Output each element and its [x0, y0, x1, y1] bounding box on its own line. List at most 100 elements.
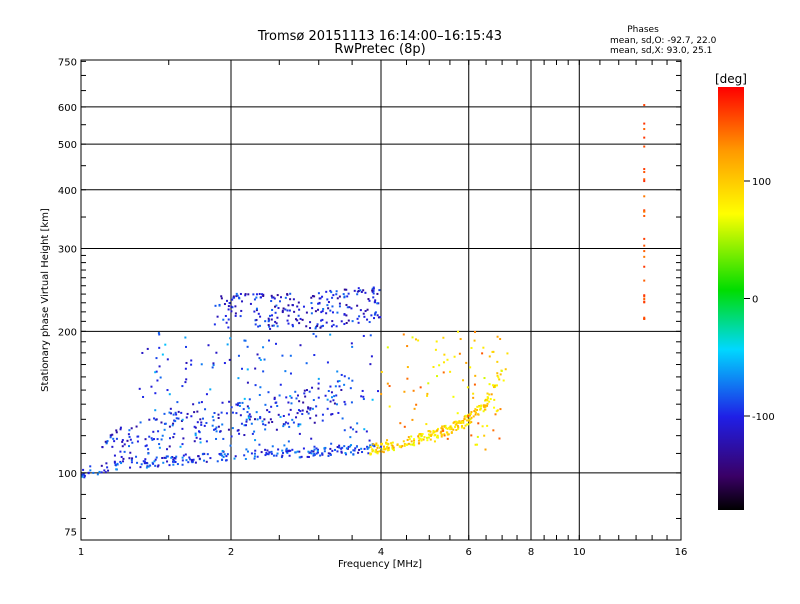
data-point: [113, 440, 116, 443]
data-point: [315, 414, 318, 417]
data-point: [147, 465, 150, 468]
data-point: [362, 289, 365, 292]
data-point: [321, 453, 324, 456]
data-point: [355, 430, 358, 433]
data-point: [353, 289, 356, 292]
data-point: [356, 304, 359, 307]
data-point: [435, 340, 438, 343]
data-point: [212, 428, 215, 431]
data-point: [325, 312, 328, 315]
data-point: [273, 398, 276, 401]
data-point: [427, 382, 430, 385]
data-point: [352, 428, 355, 431]
data-point: [482, 405, 485, 408]
data-point: [143, 460, 146, 463]
data-point: [114, 463, 117, 466]
data-point: [238, 401, 241, 404]
data-point: [290, 396, 293, 399]
data-point: [263, 418, 266, 421]
data-point: [362, 395, 365, 398]
data-point: [275, 401, 278, 404]
data-point: [152, 438, 155, 441]
data-point: [145, 466, 148, 469]
data-point: [350, 444, 353, 447]
data-point: [215, 437, 218, 440]
data-point: [221, 450, 224, 453]
data-point: [213, 323, 216, 326]
data-point: [502, 379, 505, 382]
data-point: [331, 320, 334, 323]
data-point: [378, 289, 381, 292]
data-point: [83, 476, 86, 479]
data-point: [370, 314, 373, 317]
data-point: [380, 393, 383, 396]
data-point: [189, 458, 192, 461]
data-point: [305, 311, 308, 314]
data-point: [128, 435, 131, 438]
data-point: [89, 469, 92, 472]
data-point: [212, 419, 215, 422]
data-point: [345, 447, 348, 450]
data-point: [101, 446, 104, 449]
data-point: [282, 451, 285, 454]
data-point: [343, 295, 346, 298]
data-point: [484, 399, 487, 402]
data-point: [220, 411, 223, 414]
data-point: [643, 265, 646, 268]
data-point: [181, 456, 184, 459]
data-point: [319, 454, 322, 457]
data-point: [331, 449, 334, 452]
data-point: [147, 448, 150, 451]
data-point: [420, 435, 423, 438]
data-point: [120, 462, 123, 465]
chart-subtitle: RwPretec (8p): [334, 42, 425, 57]
data-point: [247, 407, 250, 410]
data-point: [313, 445, 316, 448]
data-point: [472, 415, 475, 418]
data-point: [482, 404, 485, 407]
data-point: [398, 445, 401, 448]
data-point: [446, 433, 449, 436]
data-point: [469, 366, 472, 369]
data-point: [488, 383, 491, 386]
data-point: [227, 326, 230, 329]
data-point: [469, 418, 472, 421]
data-point: [154, 458, 157, 461]
data-point: [476, 405, 479, 408]
data-point: [246, 405, 249, 408]
data-point: [184, 367, 187, 370]
data-point: [320, 311, 323, 314]
data-point: [246, 368, 249, 371]
data-point: [106, 440, 109, 443]
data-point: [211, 366, 214, 369]
data-point: [212, 364, 215, 367]
data-point: [343, 429, 346, 432]
data-point: [317, 387, 320, 390]
data-point: [466, 419, 469, 422]
data-point: [215, 351, 218, 354]
data-point: [340, 447, 343, 450]
data-point: [259, 296, 262, 299]
data-point: [362, 334, 365, 337]
data-point: [468, 419, 471, 422]
data-point: [166, 460, 169, 463]
data-point: [142, 395, 145, 398]
data-point: [343, 323, 346, 326]
data-point: [302, 305, 305, 308]
data-point: [455, 429, 458, 432]
data-point: [105, 462, 108, 465]
data-point: [235, 295, 238, 298]
data-point: [493, 406, 496, 409]
data-point: [255, 309, 258, 312]
data-point: [226, 343, 229, 346]
data-point: [152, 430, 155, 433]
data-point: [500, 369, 503, 372]
x-tick-label: 2: [228, 547, 234, 558]
data-point: [158, 446, 161, 449]
data-point: [243, 424, 246, 427]
data-point: [299, 423, 302, 426]
data-point: [184, 336, 187, 339]
data-point: [413, 444, 416, 447]
data-point: [279, 415, 282, 418]
